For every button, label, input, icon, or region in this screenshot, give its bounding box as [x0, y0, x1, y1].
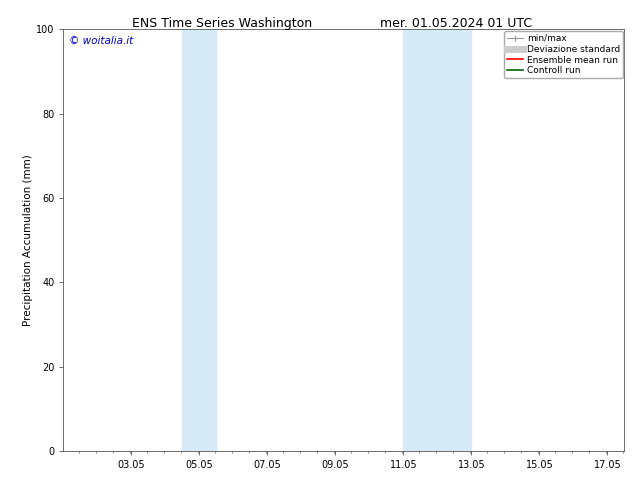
Bar: [183, 29, 216, 451]
Legend: min/max, Deviazione standard, Ensemble mean run, Controll run: min/max, Deviazione standard, Ensemble m…: [504, 31, 623, 78]
Y-axis label: Precipitation Accumulation (mm): Precipitation Accumulation (mm): [23, 154, 33, 326]
Text: © woitalia.it: © woitalia.it: [69, 36, 133, 46]
Text: ENS Time Series Washington: ENS Time Series Washington: [132, 17, 312, 30]
Bar: [403, 29, 472, 451]
Text: mer. 01.05.2024 01 UTC: mer. 01.05.2024 01 UTC: [380, 17, 533, 30]
